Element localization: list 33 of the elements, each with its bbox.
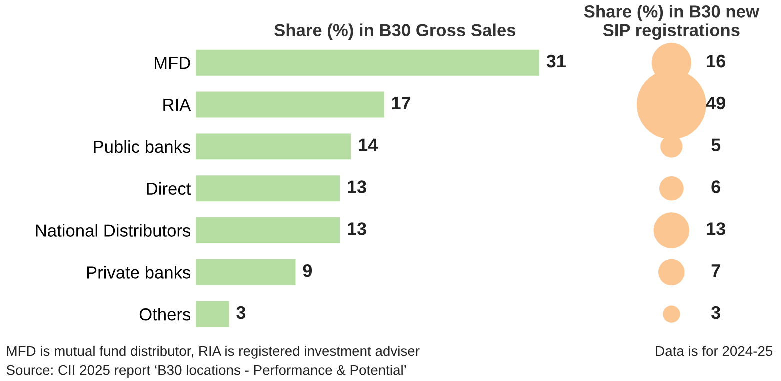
bar [196,301,230,328]
y-tick-label: Others [140,308,191,321]
text: Data is for 2024-25 [656,346,773,356]
data-label: 16 [707,54,726,68]
bar [196,259,296,286]
y-tick-label: RIA [164,99,192,112]
data-label: 13 [707,222,726,236]
bar [196,50,540,76]
bar [196,92,384,118]
data-label: 31 [546,54,566,68]
bar [196,134,352,160]
data-label: 13 [348,180,366,194]
source-note: Source: CII 2025 report ‘B30 locations - Performance & Potential’ [6,365,406,378]
y-tick-label: Public banks [94,140,191,154]
text: MFD is mutual fund distributor, RIA is registered investment adviser [7,346,420,359]
data-label: 5 [712,138,721,152]
data-label: 3 [236,306,246,320]
y-tick-label: National Distributors [36,224,191,237]
y-tick-label: Direct [147,182,192,196]
y-tick-label: MFD [154,57,190,70]
data-label: 6 [712,180,720,194]
data-label: 7 [712,264,720,278]
data-label: 3 [712,306,720,320]
y-tick-label: Private banks [87,266,191,279]
bar [196,218,340,244]
chart-title: Share (%) in B30 Gross Sales [274,24,516,40]
data-label: 14 [359,138,378,152]
bar [196,176,340,202]
data-label: 13 [348,222,366,236]
data-label: 9 [303,264,312,278]
text: Share (%) in B30 new SIP registrations [584,5,760,40]
data-label: 49 [706,96,726,110]
data-label: 17 [392,97,411,110]
